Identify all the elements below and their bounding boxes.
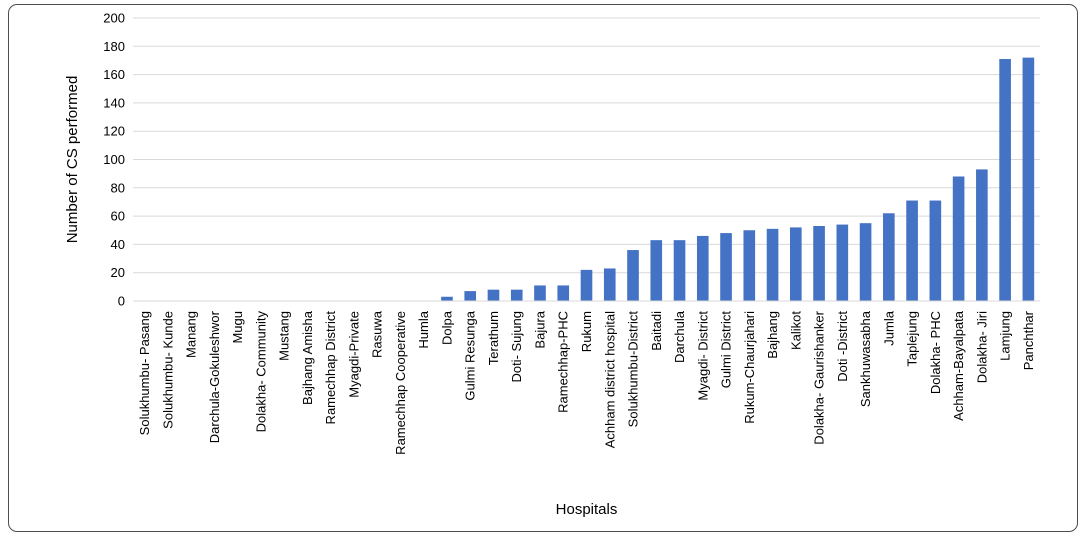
x-tick-label: Panchthar: [1021, 310, 1036, 370]
y-tick-label: 160: [103, 67, 125, 82]
x-tick-label: Solukhumbu-District: [626, 311, 641, 428]
x-tick-label: Ramechhap-PHC: [556, 311, 571, 413]
chart-frame: [8, 4, 1078, 532]
y-tick-label: 60: [111, 209, 125, 224]
x-tick-label: Darchula-Gokuleshwor: [207, 310, 222, 443]
bar: [464, 291, 477, 301]
x-tick-label: Dolakha- Community: [253, 311, 268, 433]
x-tick-label: Achham-Bayalpata: [951, 310, 966, 421]
x-tick-label: Dolakha- PHC: [928, 311, 943, 394]
bar: [789, 227, 802, 301]
bar: [929, 200, 942, 301]
bar: [766, 228, 779, 301]
x-tick-label: Humla: [416, 310, 431, 348]
y-tick-label: 120: [103, 124, 125, 139]
bars: [441, 57, 1035, 302]
x-tick-label: Lamjung: [998, 311, 1013, 361]
x-tick-label: Baitadi: [649, 311, 664, 351]
x-tick-label: Dolakha- Gaurishanker: [812, 310, 827, 444]
x-axis-title: Hospitals: [556, 501, 618, 518]
y-tick-label: 100: [103, 152, 125, 167]
bar: [487, 289, 500, 301]
x-tick-label: Jumla: [881, 310, 896, 345]
x-axis-ticks: Solukhumbu- Pasang Solukhumbu- Kunde Manan…: [137, 310, 1036, 455]
y-tick-label: 200: [103, 11, 125, 26]
bar: [999, 59, 1011, 301]
x-tick-label: Sankhuwasabha: [858, 310, 873, 407]
bar: [557, 285, 570, 301]
x-tick-label: Solukhumbu- Kunde: [160, 311, 175, 429]
x-tick-label: Rasuwa: [370, 310, 385, 358]
bar: [696, 235, 709, 301]
bar: [976, 169, 988, 301]
x-tick-label: Dolakha- Jiri: [974, 311, 989, 383]
x-tick-label: Darchula: [672, 310, 687, 363]
y-tick-label: 0: [118, 294, 125, 309]
bar: [952, 176, 965, 301]
x-tick-label: Manang: [184, 311, 199, 358]
x-tick-label: Gulmi District: [719, 311, 734, 389]
y-tick-label: 180: [103, 39, 125, 54]
y-axis-ticks: 0 20 40 60 80 100 120 140 160 180 200: [103, 11, 125, 309]
x-tick-label: Bajhang: [765, 311, 780, 359]
x-tick-label: Ramechhap Cooperative: [393, 311, 408, 455]
x-tick-label: Kalikot: [788, 311, 803, 350]
y-tick-label: 40: [111, 237, 125, 252]
bar: [441, 296, 453, 301]
x-tick-label: Dolpa: [439, 310, 454, 345]
x-tick-label: Solukhumbu- Pasang: [137, 311, 152, 435]
bar: [650, 240, 663, 301]
x-tick-label: Ramechhap District: [323, 311, 338, 425]
x-tick-label: Myagdi-Private: [346, 311, 361, 398]
x-tick-label: Bajura: [532, 310, 547, 348]
bar: [743, 230, 756, 301]
x-tick-label: Taplejung: [905, 311, 920, 367]
bar: [859, 223, 872, 301]
x-tick-label: Rukum: [579, 311, 594, 352]
bar: [813, 226, 825, 301]
x-tick-label: Doti -District: [835, 311, 850, 382]
x-tick-label: Rukum-Chaurjahari: [742, 311, 757, 424]
y-tick-label: 140: [103, 95, 125, 110]
x-tick-label: Achham district hospital: [602, 311, 617, 448]
bar: [906, 200, 918, 301]
gridlines: [133, 17, 1040, 274]
x-tick-label: Myagdi- District: [695, 311, 710, 401]
bar: [883, 213, 895, 301]
x-tick-label: Gulmi Resunga: [463, 310, 478, 400]
x-tick-label: Mugu: [230, 311, 245, 344]
y-tick-label: 20: [111, 265, 125, 280]
x-tick-label: Bajhang Amisha: [300, 310, 315, 405]
bar: [534, 285, 546, 301]
bar: [1022, 57, 1035, 302]
bar: [627, 250, 639, 301]
bar: [836, 224, 849, 301]
x-tick-label: Mustang: [277, 311, 292, 361]
y-tick-label: 80: [111, 180, 125, 195]
bar: [580, 269, 593, 301]
bar: [673, 240, 686, 301]
bar: [510, 289, 523, 301]
x-tick-label: Terathum: [486, 311, 501, 365]
bar: [603, 268, 616, 301]
x-tick-label: Doti- Sujung: [509, 311, 524, 383]
bar: [720, 233, 732, 301]
y-axis-title: Number of CS performed: [64, 76, 81, 244]
